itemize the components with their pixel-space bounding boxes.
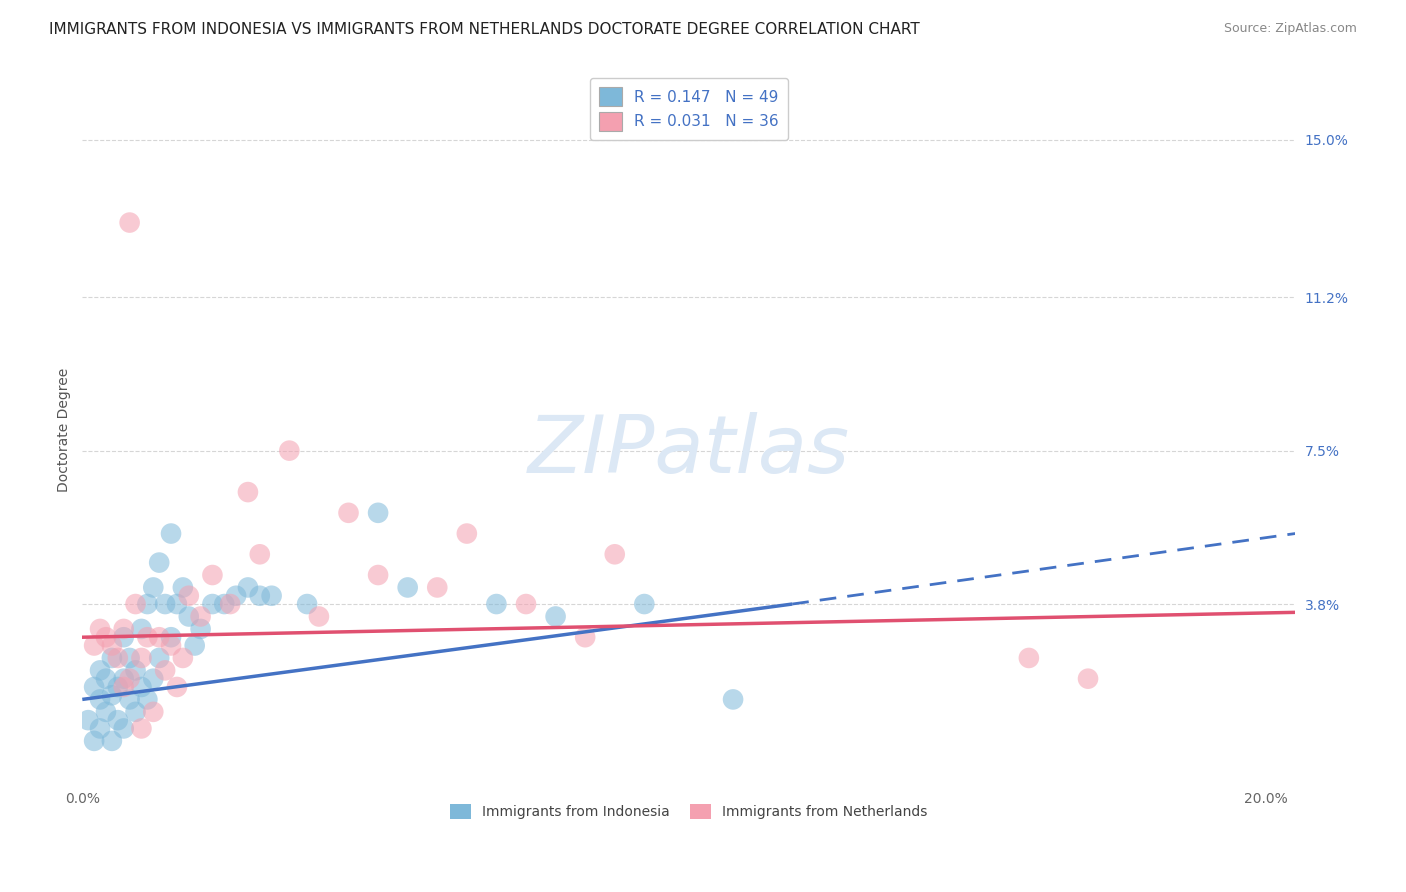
Point bbox=[112, 672, 135, 686]
Point bbox=[107, 651, 129, 665]
Point bbox=[160, 526, 183, 541]
Point bbox=[260, 589, 283, 603]
Point bbox=[172, 651, 194, 665]
Point bbox=[136, 692, 159, 706]
Point bbox=[153, 597, 176, 611]
Text: IMMIGRANTS FROM INDONESIA VS IMMIGRANTS FROM NETHERLANDS DOCTORATE DEGREE CORREL: IMMIGRANTS FROM INDONESIA VS IMMIGRANTS … bbox=[49, 22, 920, 37]
Text: ZIPatlas: ZIPatlas bbox=[527, 412, 849, 490]
Y-axis label: Doctorate Degree: Doctorate Degree bbox=[58, 368, 72, 492]
Point bbox=[124, 597, 146, 611]
Point bbox=[426, 581, 449, 595]
Point bbox=[295, 597, 318, 611]
Point bbox=[77, 713, 100, 727]
Point bbox=[166, 680, 188, 694]
Point bbox=[166, 597, 188, 611]
Point bbox=[249, 589, 271, 603]
Point bbox=[148, 630, 170, 644]
Point bbox=[131, 680, 153, 694]
Point bbox=[83, 734, 105, 748]
Text: Source: ZipAtlas.com: Source: ZipAtlas.com bbox=[1223, 22, 1357, 36]
Point bbox=[236, 485, 259, 500]
Point bbox=[142, 581, 165, 595]
Point bbox=[136, 630, 159, 644]
Point bbox=[485, 597, 508, 611]
Point bbox=[94, 705, 117, 719]
Point bbox=[94, 672, 117, 686]
Point bbox=[89, 722, 111, 736]
Point bbox=[219, 597, 242, 611]
Point bbox=[544, 609, 567, 624]
Point bbox=[118, 216, 141, 230]
Point bbox=[214, 597, 236, 611]
Point bbox=[1077, 672, 1099, 686]
Point bbox=[308, 609, 330, 624]
Point bbox=[236, 581, 259, 595]
Point bbox=[89, 664, 111, 678]
Point bbox=[201, 568, 224, 582]
Point bbox=[515, 597, 537, 611]
Point bbox=[94, 630, 117, 644]
Point bbox=[131, 722, 153, 736]
Point bbox=[83, 680, 105, 694]
Point bbox=[112, 630, 135, 644]
Point bbox=[153, 664, 176, 678]
Point bbox=[118, 651, 141, 665]
Point bbox=[201, 597, 224, 611]
Point bbox=[142, 672, 165, 686]
Legend: Immigrants from Indonesia, Immigrants from Netherlands: Immigrants from Indonesia, Immigrants fr… bbox=[444, 799, 934, 825]
Point bbox=[101, 688, 124, 702]
Point bbox=[190, 622, 212, 636]
Point bbox=[101, 734, 124, 748]
Point bbox=[1018, 651, 1040, 665]
Point bbox=[633, 597, 655, 611]
Point bbox=[148, 651, 170, 665]
Point bbox=[131, 622, 153, 636]
Point bbox=[225, 589, 247, 603]
Point bbox=[456, 526, 478, 541]
Point bbox=[177, 609, 200, 624]
Point bbox=[131, 651, 153, 665]
Point bbox=[101, 639, 124, 653]
Point bbox=[160, 639, 183, 653]
Point bbox=[107, 680, 129, 694]
Point bbox=[148, 556, 170, 570]
Point bbox=[101, 651, 124, 665]
Point bbox=[118, 672, 141, 686]
Point bbox=[112, 622, 135, 636]
Point bbox=[367, 568, 389, 582]
Point bbox=[118, 692, 141, 706]
Point bbox=[142, 705, 165, 719]
Point bbox=[107, 713, 129, 727]
Point bbox=[278, 443, 301, 458]
Point bbox=[112, 722, 135, 736]
Point bbox=[136, 597, 159, 611]
Point bbox=[124, 705, 146, 719]
Point bbox=[124, 664, 146, 678]
Point bbox=[721, 692, 744, 706]
Point bbox=[190, 609, 212, 624]
Point bbox=[89, 622, 111, 636]
Point bbox=[603, 547, 626, 561]
Point bbox=[89, 692, 111, 706]
Point bbox=[160, 630, 183, 644]
Point bbox=[367, 506, 389, 520]
Point bbox=[83, 639, 105, 653]
Point bbox=[337, 506, 360, 520]
Point bbox=[396, 581, 419, 595]
Point bbox=[183, 639, 205, 653]
Point bbox=[172, 581, 194, 595]
Point bbox=[574, 630, 596, 644]
Point bbox=[177, 589, 200, 603]
Point bbox=[249, 547, 271, 561]
Point bbox=[112, 680, 135, 694]
